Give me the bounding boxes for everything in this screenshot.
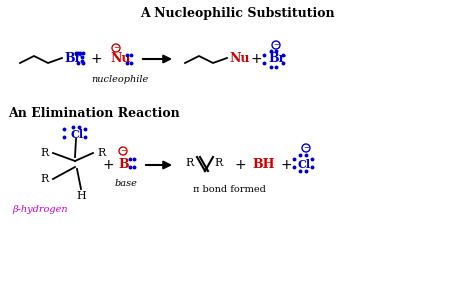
Text: Nu: Nu bbox=[229, 52, 249, 66]
Text: Br: Br bbox=[64, 52, 81, 66]
Text: An Elimination Reaction: An Elimination Reaction bbox=[8, 107, 180, 120]
Text: π bond formed: π bond formed bbox=[193, 185, 266, 194]
Text: R: R bbox=[214, 158, 222, 168]
Text: A Nucleophilic Substitution: A Nucleophilic Substitution bbox=[140, 7, 334, 20]
Text: +: + bbox=[102, 158, 114, 172]
Text: BH: BH bbox=[252, 158, 274, 172]
Text: β-hydrogen: β-hydrogen bbox=[12, 205, 68, 213]
Text: R: R bbox=[97, 148, 105, 158]
Text: R: R bbox=[185, 158, 193, 168]
Text: +: + bbox=[280, 158, 292, 172]
Text: −: − bbox=[303, 145, 309, 151]
Text: −: − bbox=[113, 45, 119, 51]
Text: +: + bbox=[90, 52, 102, 66]
Text: base: base bbox=[115, 179, 137, 188]
Text: nucleophile: nucleophile bbox=[91, 75, 149, 84]
Text: Cl: Cl bbox=[71, 129, 84, 141]
Text: Cl: Cl bbox=[298, 160, 311, 170]
Text: −: − bbox=[273, 42, 279, 48]
Text: B: B bbox=[118, 158, 128, 172]
Text: Br: Br bbox=[268, 52, 285, 66]
Text: H: H bbox=[76, 191, 86, 201]
Text: −: − bbox=[120, 148, 126, 154]
Text: Nu: Nu bbox=[110, 52, 130, 66]
Text: R: R bbox=[41, 148, 49, 158]
Text: +: + bbox=[234, 158, 246, 172]
Text: +: + bbox=[250, 52, 262, 66]
Text: R: R bbox=[41, 174, 49, 184]
